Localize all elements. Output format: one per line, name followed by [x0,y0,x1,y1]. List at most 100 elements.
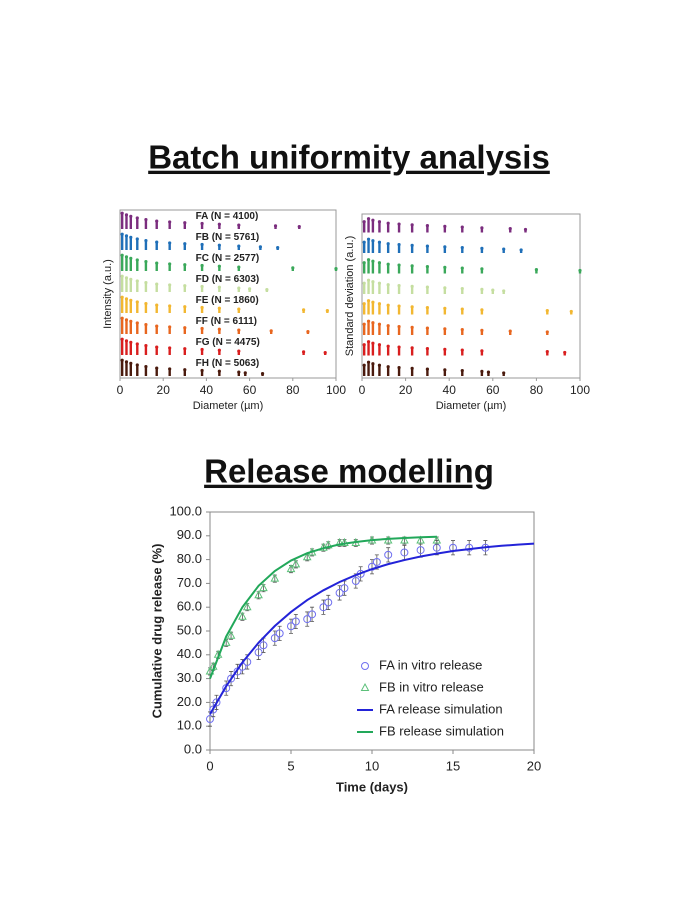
strip-bar [386,346,390,356]
strip-bar [443,349,447,356]
strip-point [362,322,366,326]
strip-bar [200,244,204,250]
strip-bar [237,309,240,313]
strip-point [545,350,549,354]
strip-point [217,327,221,331]
strip-point [135,258,139,262]
strip-bar [410,347,414,356]
strip-point [508,227,512,231]
strip-point [425,285,429,289]
strip-point [144,280,148,285]
strip-point [237,244,241,248]
strip-point [386,324,390,328]
data-point [340,584,349,593]
strip-bar [410,224,414,233]
strip-point [129,298,133,302]
strip-bar [200,265,204,271]
strip-point [265,288,269,292]
strip-point [460,348,464,352]
strip-point [519,248,523,252]
strip-point [183,284,187,288]
strip-point [144,322,148,327]
strip-bar [378,344,381,356]
strip-bar [155,326,158,334]
strip-point [397,222,401,226]
y-tick-label: 40.0 [177,646,202,661]
strip-point [366,237,371,241]
simulation-line [209,535,437,679]
strip-bar [362,221,366,233]
strip-point [460,246,464,250]
x-tick-label: 20 [399,383,413,397]
strip-bar [168,326,171,334]
strip-bar [136,343,139,355]
strip-point [129,235,133,239]
strip-bar [378,303,381,315]
strip-point [397,365,401,370]
strip-bar [120,255,124,271]
strip-bar [371,302,375,315]
strip-bar [362,242,366,253]
strip-point [120,337,124,341]
strip-point [486,370,491,374]
error-bar [256,644,261,660]
error-bar [305,611,310,627]
strip-bar [386,264,390,274]
x-tick-label: 20 [157,383,171,397]
strip-bar [502,249,505,253]
strip-point [443,265,447,269]
strip-bar [443,226,447,233]
x-tick-label: 100 [570,383,590,397]
strip-point [217,222,221,226]
strip-point [124,339,129,343]
strip-bar [410,286,414,294]
strip-point [397,263,401,267]
strip-bar [371,363,375,376]
series-label: FE (N = 1860) [196,295,259,306]
strip-bar [183,348,186,355]
strip-point [135,237,139,241]
strip-bar [461,309,464,315]
strip-bar [144,240,148,250]
strip-point [386,221,390,225]
strip-bar [125,277,128,292]
strip-bar [397,367,401,376]
strip-point [443,286,447,290]
strip-point [155,324,159,328]
strip-point [362,240,366,244]
data-point [335,537,344,546]
series-label: FA (N = 4100) [196,211,259,222]
strip-bar [218,371,221,376]
strip-point [183,326,187,330]
strip-bar [367,300,370,315]
strip-point [371,321,375,325]
strip-bar [397,285,401,294]
strip-point [480,267,484,271]
strip-point [135,321,139,325]
strip-bar [461,329,464,335]
strip-point [135,342,139,346]
strip-point [124,234,129,238]
strip-point [302,350,306,354]
strip-point [480,287,484,291]
strip-point [155,240,159,244]
strip-point [200,368,204,373]
strip-bar [371,261,375,274]
data-point [205,666,215,675]
strip-bar [461,350,464,356]
strip-point [362,302,366,306]
strip-bar [443,246,447,253]
strip-point [120,274,124,278]
strip-bar [487,372,490,376]
strip-bar [443,328,447,335]
x-tick-label: 40 [443,383,457,397]
strip-bar [168,284,171,292]
strip-bar [410,368,414,376]
y-axis-label: Cumulative drug release (%) [149,544,164,719]
strip-bar [461,227,464,233]
strip-bar [168,263,171,271]
strip-point [397,304,401,308]
strip-bar [426,266,429,274]
strip-bar [125,235,128,250]
series-label: FF (N = 6111) [196,316,257,327]
